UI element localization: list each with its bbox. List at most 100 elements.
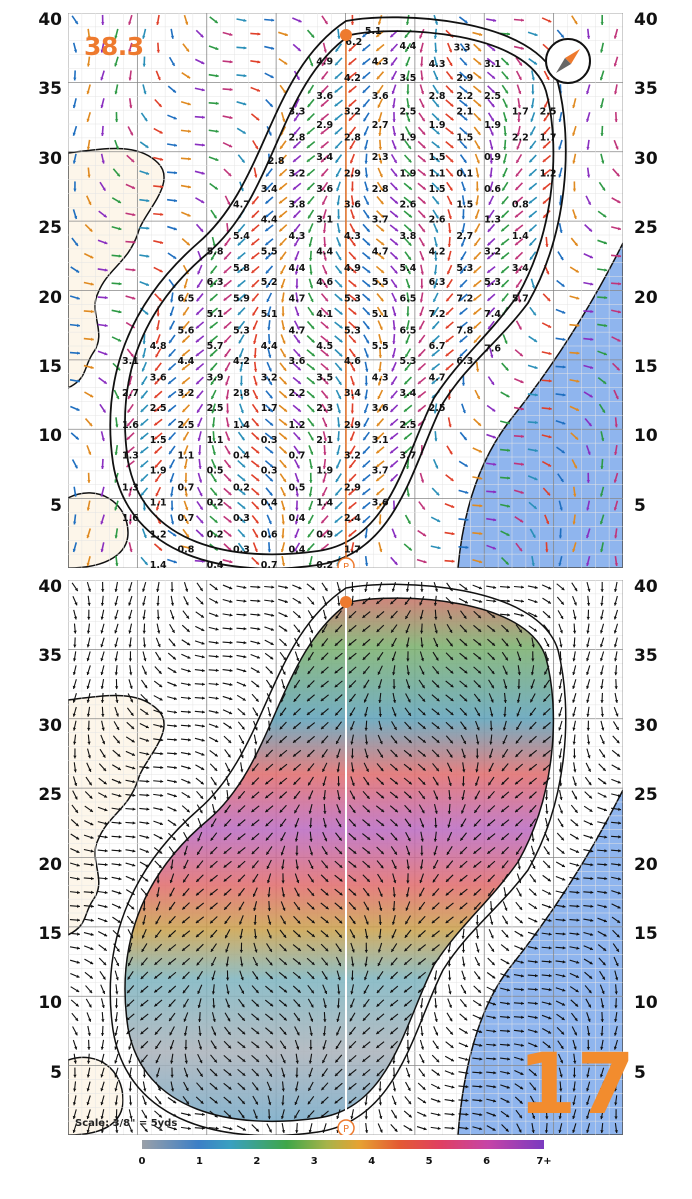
slope-percent-label: 2.5	[540, 106, 557, 117]
slope-arrow-head	[200, 601, 204, 605]
slope-arrow-head	[461, 796, 465, 800]
slope-arrow-head	[450, 726, 454, 730]
slope-arrow-head	[237, 850, 241, 854]
slope-arrow-head	[350, 437, 354, 441]
slope-arrow-head	[237, 256, 241, 260]
slope-arrow-head	[501, 795, 505, 799]
slope-percent-label: 4.6	[344, 356, 361, 367]
slope-arrow-head	[159, 836, 163, 840]
slope-arrow-head	[255, 491, 260, 496]
slope-arrow-head	[308, 657, 312, 661]
slope-arrow-head	[393, 713, 397, 717]
slope-arrow-head	[201, 738, 205, 742]
slope-arrow-head	[320, 103, 325, 107]
slope-arrow-head	[364, 174, 369, 178]
slope-arrow-head	[362, 34, 366, 38]
slope-arrow-head	[406, 91, 410, 95]
slope-arrow-head	[379, 326, 383, 330]
slope-arrow-head	[434, 49, 438, 53]
slope-arrow-head	[307, 698, 311, 702]
slope-arrow-head	[200, 199, 205, 203]
slope-arrow-head	[520, 613, 524, 617]
slope-arrow-head	[515, 740, 519, 744]
slope-arrow-head	[74, 602, 78, 606]
slope-arrow-head	[352, 935, 355, 939]
slope-arrow-head	[254, 174, 258, 178]
slope-arrow-head	[477, 61, 482, 65]
slope-arrow-head	[297, 353, 301, 357]
slope-arrow-head	[518, 893, 522, 897]
slope-arrow-head	[89, 228, 93, 232]
slope-arrow-head	[364, 160, 368, 164]
slope-arrow-head	[487, 311, 491, 315]
slope-arrow-head	[183, 465, 188, 469]
slope-arrow-head	[516, 146, 520, 150]
slope-arrow-head	[419, 879, 423, 884]
slope-arrow-head	[265, 823, 269, 827]
slope-arrow-head	[102, 767, 107, 771]
slope-arrow-head	[282, 354, 286, 358]
slope-arrow-head	[339, 878, 343, 882]
slope-arrow-head	[321, 533, 325, 537]
slope-arrow-head	[324, 298, 328, 302]
slope-percent-label: 4.9	[344, 263, 361, 274]
slope-arrow-head	[604, 849, 608, 853]
slope-arrow-head	[132, 240, 136, 244]
slope-arrow-head	[445, 878, 450, 882]
slope-arrow-head	[239, 368, 243, 372]
slope-arrow-head	[103, 947, 107, 951]
slope-percent-label: 5.7	[207, 341, 224, 352]
slope-arrow-head	[196, 367, 200, 371]
slope-arrow-head	[546, 643, 550, 647]
slope-arrow-head	[377, 962, 381, 967]
slope-arrow-head	[614, 452, 618, 456]
slope-arrow-head	[394, 200, 398, 204]
slope-arrow-head	[269, 670, 273, 674]
slope-arrow-head	[392, 341, 396, 345]
slope-arrow-head	[227, 478, 232, 482]
slope-arrow-head	[531, 563, 535, 566]
slope-arrow-head	[365, 755, 369, 759]
slope-arrow-head	[281, 521, 285, 525]
slope-arrow-head	[239, 935, 243, 939]
slope-arrow-head	[142, 921, 146, 925]
slope-arrow-head	[254, 395, 258, 400]
slope-arrow-head	[337, 810, 341, 814]
slope-arrow-head	[433, 838, 438, 842]
slope-arrow-head	[433, 35, 438, 39]
slope-arrow-head	[574, 242, 578, 246]
slope-arrow-head	[325, 906, 329, 910]
slope-arrow-head	[518, 629, 522, 633]
bottom-axis-left: 40 35 30 25 20 15 10 5	[22, 577, 62, 1150]
slope-arrow-head	[407, 118, 411, 122]
slope-arrow-head	[488, 215, 492, 219]
slope-arrow-head	[418, 934, 422, 938]
slope-arrow-head	[617, 905, 621, 909]
slope-arrow-head	[378, 355, 382, 358]
slope-arrow-head	[229, 115, 233, 120]
slope-arrow-head	[366, 822, 371, 827]
slope-arrow-head	[407, 270, 411, 275]
slope-arrow-head	[197, 284, 201, 288]
slope-arrow-head	[325, 325, 329, 329]
slope-arrow-head	[600, 713, 605, 717]
slope-arrow-head	[534, 960, 538, 964]
slope-arrow-head	[517, 866, 521, 870]
slope-arrow-head	[390, 464, 394, 468]
slope-arrow-head	[460, 823, 464, 828]
slope-arrow-head	[296, 657, 300, 662]
slope-arrow-head	[477, 976, 481, 980]
slope-arrow-head	[309, 271, 313, 275]
slope-arrow-head	[297, 961, 301, 965]
slope-arrow-head	[476, 160, 480, 164]
slope-arrow-head	[296, 893, 300, 897]
slope-arrow-head	[614, 672, 618, 676]
slope-arrow-head	[559, 229, 563, 233]
slope-arrow-head	[241, 423, 244, 427]
slope-arrow-head	[104, 352, 108, 356]
slope-arrow-head	[546, 851, 550, 855]
slope-arrow-head	[420, 852, 424, 856]
slope-arrow-head	[376, 76, 380, 80]
slope-arrow-head	[228, 547, 232, 551]
slope-arrow-head	[352, 353, 356, 357]
